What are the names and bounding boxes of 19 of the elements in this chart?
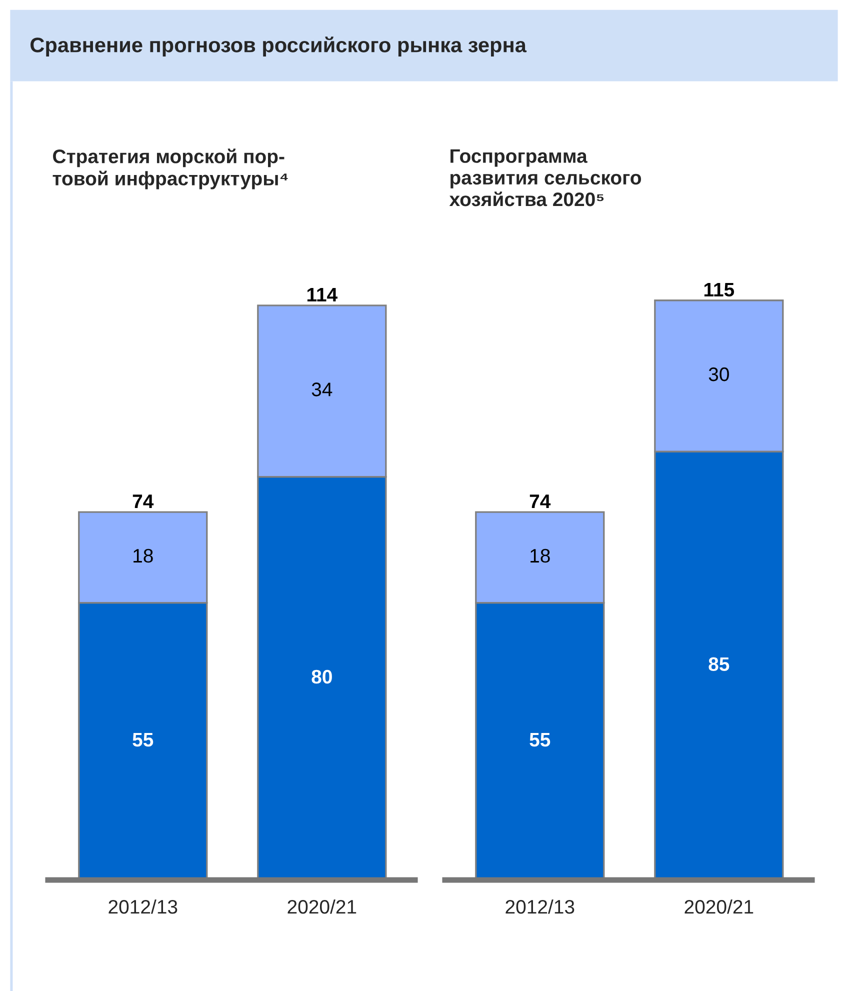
total-label: 114 bbox=[307, 288, 338, 302]
total-label: 74 bbox=[530, 494, 551, 508]
x-tick-label: 2020/21 bbox=[684, 899, 754, 914]
data-label: 18 bbox=[134, 548, 153, 563]
chart-subtitle: Стратегия морской пор- товой инфраструктуры⁴ bbox=[52, 148, 288, 190]
x-tick-label: 2012/13 bbox=[108, 899, 178, 914]
data-label: 34 bbox=[312, 382, 332, 396]
x-tick-label: 2012/13 bbox=[506, 899, 574, 914]
total-label: 74 bbox=[132, 494, 154, 508]
data-label: 55 bbox=[530, 733, 550, 747]
chart-subtitle: Госпрограмма развития сельского хозяйства 2020⁵ bbox=[449, 149, 642, 206]
data-label: 30 bbox=[708, 367, 729, 382]
data-label: 80 bbox=[312, 670, 332, 684]
chart-title: Сравнение прогнозов российского рынка зерна bbox=[30, 36, 527, 56]
data-label: 85 bbox=[708, 657, 730, 672]
x-tick-label: 2020/21 bbox=[288, 899, 356, 914]
data-label: 18 bbox=[530, 548, 550, 563]
data-label: 55 bbox=[132, 733, 154, 747]
total-label: 115 bbox=[704, 282, 734, 297]
